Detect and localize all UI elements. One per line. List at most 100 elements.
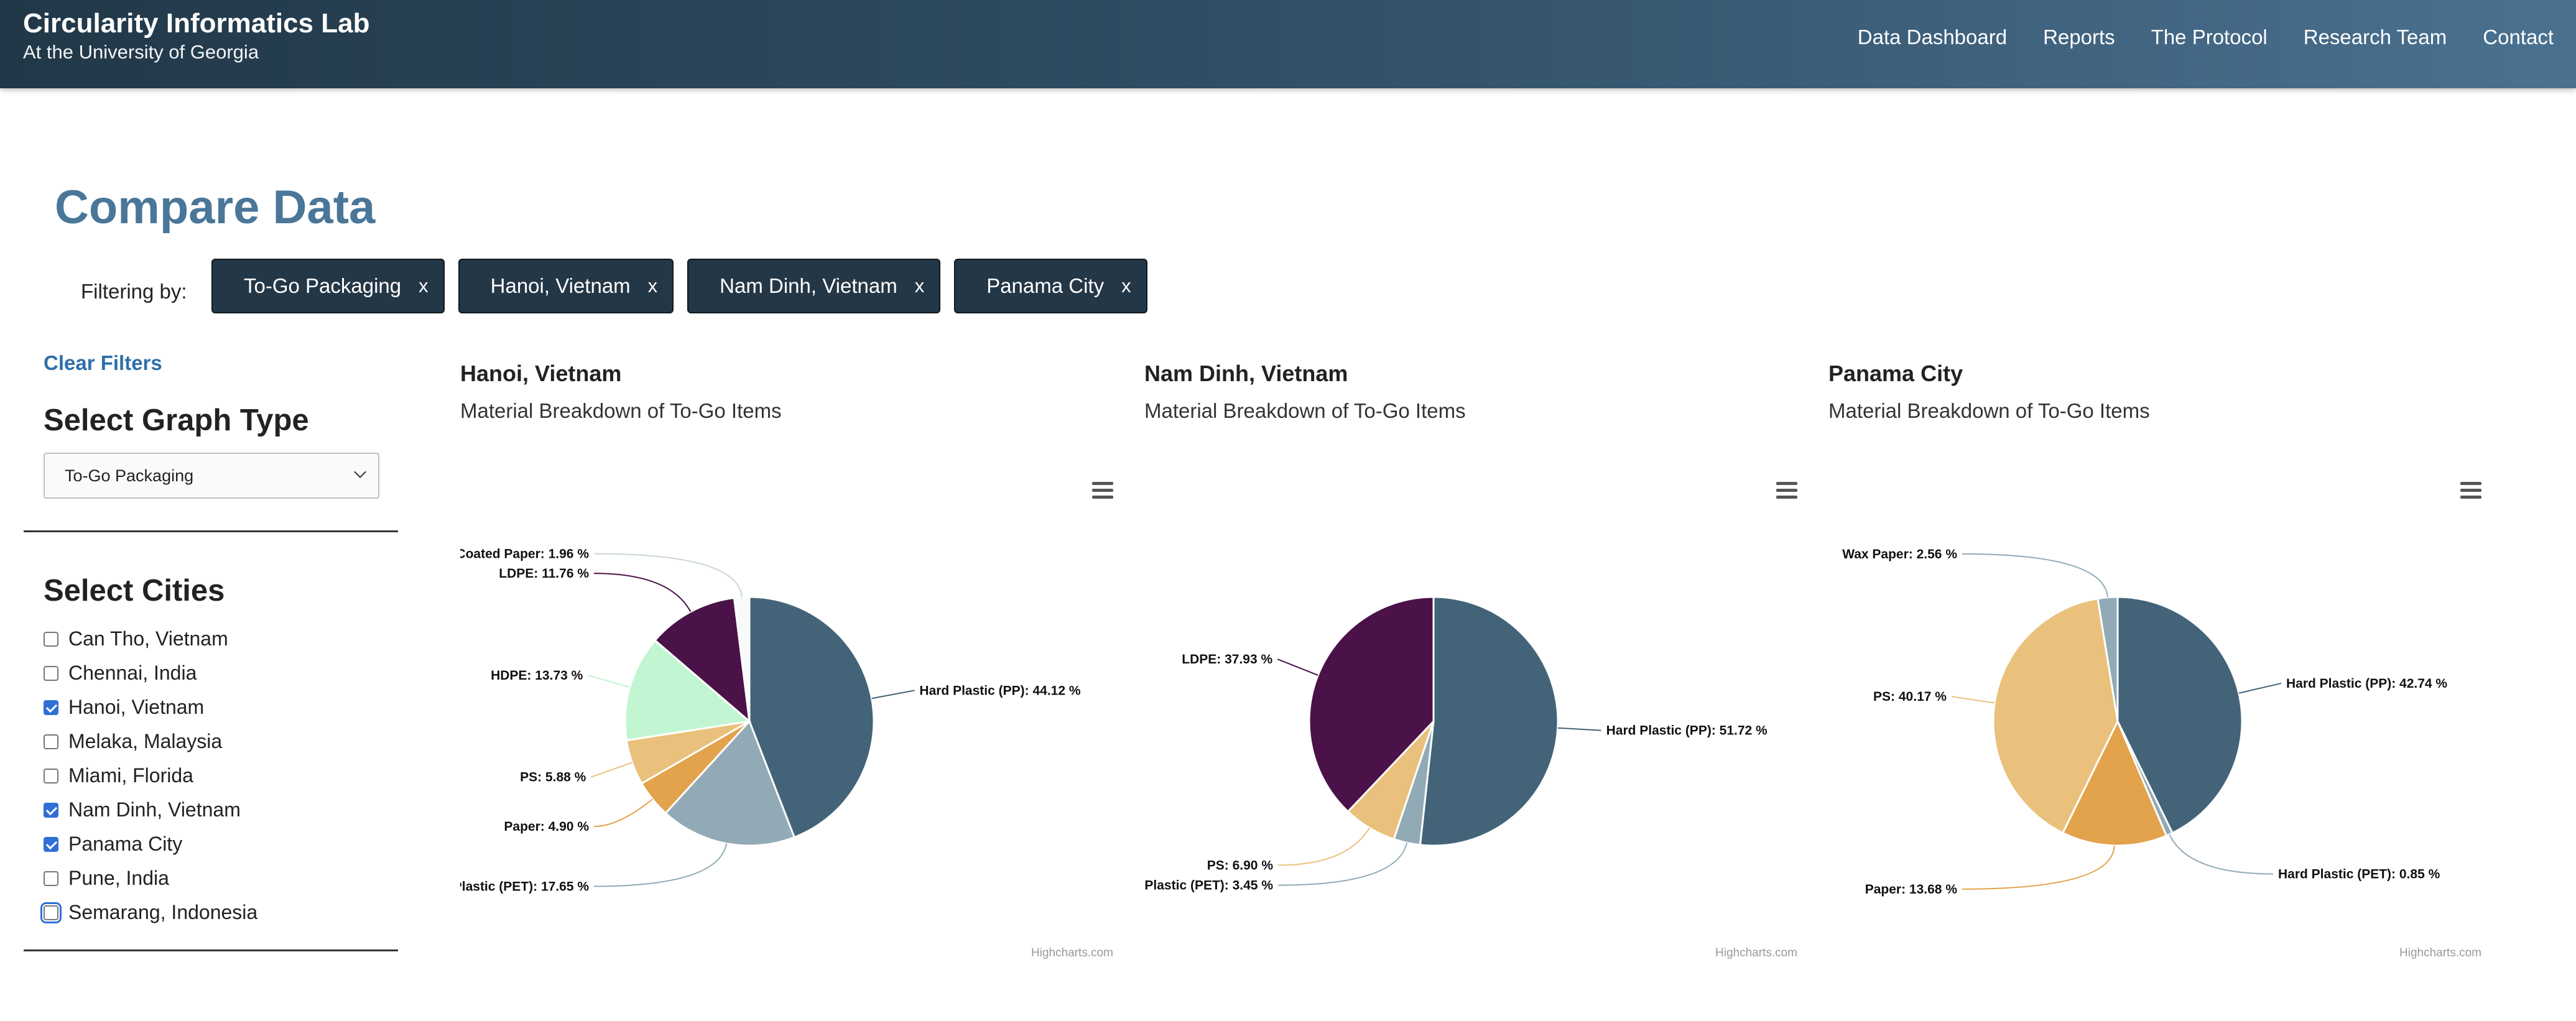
pie-slice[interactable] <box>1308 596 1435 813</box>
brand[interactable]: Circularity Informatics Lab At the Unive… <box>23 7 369 65</box>
graph-type-select[interactable]: To-Go Packaging <box>44 453 379 499</box>
remove-filter-icon[interactable]: x <box>419 275 429 297</box>
pie-data-label: Hard Plastic (PET): 0.85 % <box>2278 867 2440 881</box>
chart-subtitle: Material Breakdown of To-Go Items <box>460 399 782 422</box>
pie-slice[interactable] <box>664 719 796 847</box>
nav-the-protocol[interactable]: The Protocol <box>2151 25 2268 49</box>
divider <box>24 530 398 532</box>
chart-credits[interactable]: Highcharts.com <box>2399 946 2481 959</box>
pie-slice[interactable] <box>733 596 751 722</box>
clear-filters-link[interactable]: Clear Filters <box>44 351 162 374</box>
pie-slice[interactable] <box>748 596 875 839</box>
city-option[interactable]: Semarang, Indonesia <box>40 895 258 930</box>
remove-filter-icon[interactable]: x <box>647 275 658 297</box>
filter-chip-nam-dinh[interactable]: Nam Dinh, Vietnam x <box>687 259 941 313</box>
pie-chart: Hard Plastic (PP): 42.74 % Hard Plastic (… <box>1842 547 2447 897</box>
city-option[interactable]: Miami, Florida <box>44 759 257 793</box>
chart-subtitle: Material Breakdown of To-Go Items <box>1828 399 2150 422</box>
filter-chip-panama-city[interactable]: Panama City x <box>954 259 1147 313</box>
active-filters: To-Go Packaging x Hanoi, Vietnam x Nam D… <box>211 259 1147 313</box>
pie-data-label: Paper: 4.90 % <box>504 820 589 834</box>
pie-connector <box>1962 553 2108 598</box>
city-label: Panama City <box>68 833 183 855</box>
pie-data-label: LDPE: 11.76 % <box>499 566 589 581</box>
pie-slice[interactable] <box>624 639 752 742</box>
pie-data-label: Coated Paper: 1.96 % <box>460 547 589 561</box>
pie-data-label: Hard Plastic (PP): 51.72 % <box>1606 724 1768 738</box>
city-checkbox[interactable] <box>44 700 58 715</box>
city-option[interactable]: Can Tho, Vietnam <box>44 622 257 656</box>
city-checkbox[interactable] <box>44 665 58 681</box>
filter-chip-to-go-packaging[interactable]: To-Go Packaging x <box>211 259 445 313</box>
pie-slice[interactable] <box>2061 719 2168 847</box>
pie-slice[interactable] <box>1419 596 1559 847</box>
pie-data-label: PS: 40.17 % <box>1873 690 1947 704</box>
graph-type-value: To-Go Packaging <box>65 466 194 485</box>
pie-connector <box>871 690 915 700</box>
city-checkbox[interactable] <box>40 902 62 923</box>
pie-slice[interactable] <box>1992 597 2119 834</box>
city-checkbox[interactable] <box>44 802 58 818</box>
pie-data-label: Paper: 13.68 % <box>1865 882 1958 897</box>
pie-data-label: Hard Plastic (PET): 3.45 % <box>1144 879 1273 893</box>
nav-research-team[interactable]: Research Team <box>2303 25 2447 49</box>
city-option[interactable]: Pune, India <box>44 861 257 895</box>
pie-connector <box>1557 727 1601 731</box>
filter-chip-hanoi[interactable]: Hanoi, Vietnam x <box>458 259 674 313</box>
pie-chart: Hard Plastic (PP): 51.72 % Hard Plastic (… <box>1144 596 1768 893</box>
pie-connector <box>2238 682 2282 694</box>
city-label: Hanoi, Vietnam <box>68 696 205 718</box>
nav-reports[interactable]: Reports <box>2043 25 2115 49</box>
pie-connector <box>1962 845 2115 890</box>
city-option[interactable]: Chennai, India <box>44 656 257 690</box>
graph-type-heading: Select Graph Type <box>44 404 309 437</box>
city-option[interactable]: Melaka, Malaysia <box>44 724 257 759</box>
city-label: Chennai, India <box>68 662 197 684</box>
hamburger-menu-icon[interactable] <box>1092 482 1113 499</box>
site-title[interactable]: Circularity Informatics Lab <box>23 8 370 39</box>
pie-connector <box>593 573 692 612</box>
site-subtitle: At the University of Georgia <box>23 41 259 63</box>
pie-slice[interactable] <box>654 596 751 724</box>
city-checkbox[interactable] <box>44 836 58 852</box>
chart-panel-panama-city: Hard Plastic (PP): 42.74 % Hard Plastic (… <box>1828 348 2494 970</box>
city-checkbox-list: Can Tho, Vietnam Chennai, India Hanoi, Vie… <box>40 622 258 930</box>
pie-slice[interactable] <box>2116 596 2243 834</box>
city-checkbox[interactable] <box>44 631 58 647</box>
nav-data-dashboard[interactable]: Data Dashboard <box>1857 25 2008 49</box>
filter-chip-label: Panama City <box>986 274 1105 297</box>
pie-chart: Hard Plastic (PP): 44.12 % Hard Plastic (… <box>460 547 1081 894</box>
chart-subtitle: Material Breakdown of To-Go Items <box>1144 399 1466 422</box>
city-option[interactable]: Nam Dinh, Vietnam <box>44 793 257 827</box>
pie-slice[interactable] <box>2096 596 2119 722</box>
hamburger-menu-icon[interactable] <box>2460 482 2481 499</box>
chart-credits[interactable]: Highcharts.com <box>1715 946 1797 959</box>
city-label: Semarang, Indonesia <box>68 901 258 923</box>
pie-connector <box>593 798 653 828</box>
remove-filter-icon[interactable]: x <box>1121 275 1131 297</box>
pie-connector <box>1277 827 1370 866</box>
top-navbar: Circularity Informatics Lab At the Unive… <box>0 0 2576 88</box>
pie-data-label: Wax Paper: 2.56 % <box>1842 547 1957 561</box>
chart-credits[interactable]: Highcharts.com <box>1031 946 1113 959</box>
city-checkbox[interactable] <box>44 768 58 783</box>
city-option[interactable]: Hanoi, Vietnam <box>44 690 257 724</box>
remove-filter-icon[interactable]: x <box>914 275 925 297</box>
nav-contact[interactable]: Contact <box>2483 25 2554 49</box>
city-label: Can Tho, Vietnam <box>68 627 228 650</box>
pie-data-label: PS: 6.90 % <box>1207 858 1274 872</box>
city-checkbox[interactable] <box>44 871 58 886</box>
city-label: Pune, India <box>68 867 169 889</box>
hamburger-menu-icon[interactable] <box>1776 482 1797 499</box>
pie-connector <box>1951 696 1995 704</box>
filter-label: Filtering by: <box>81 280 187 303</box>
main-nav: Data Dashboard Reports The Protocol Rese… <box>1858 24 2554 51</box>
pie-data-label: Hard Plastic (PP): 44.12 % <box>919 683 1080 698</box>
filter-chip-label: To-Go Packaging <box>244 274 402 297</box>
city-option[interactable]: Panama City <box>44 827 257 861</box>
city-checkbox[interactable] <box>44 734 58 749</box>
chevron-down-icon <box>354 466 366 478</box>
chart-city-title: Hanoi, Vietnam <box>460 361 622 386</box>
cities-heading: Select Cities <box>44 574 225 608</box>
chart-city-title: Panama City <box>1828 361 1963 386</box>
